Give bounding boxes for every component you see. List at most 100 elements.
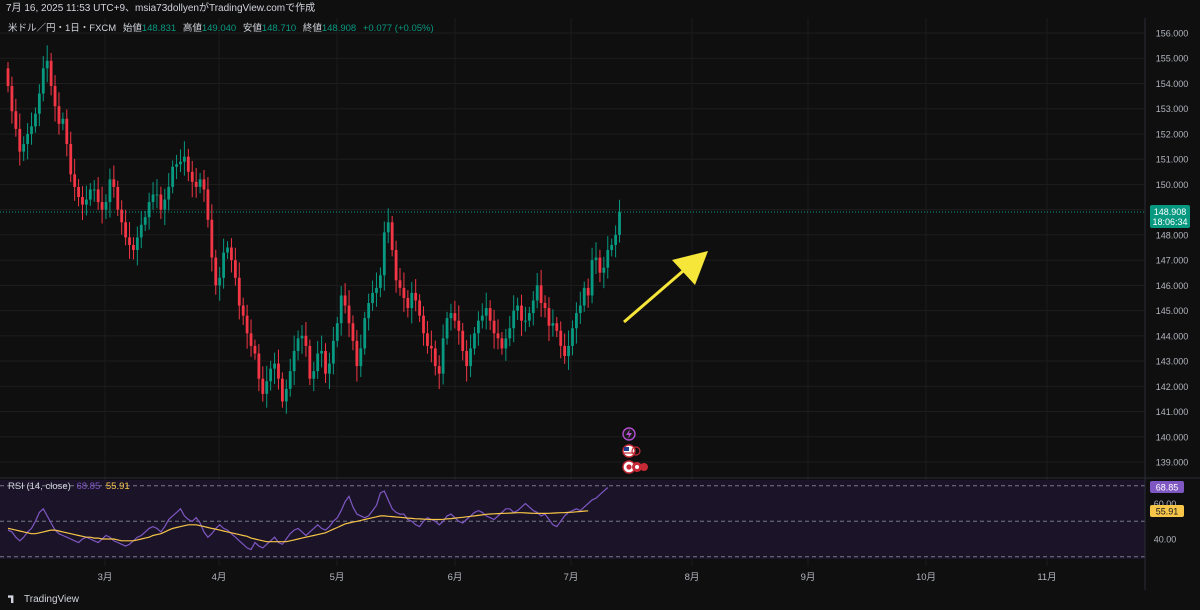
- candle-body[interactable]: [135, 237, 139, 251]
- candle-body[interactable]: [300, 335, 304, 339]
- candle-body[interactable]: [508, 328, 512, 339]
- candle-body[interactable]: [214, 257, 218, 286]
- candle-body[interactable]: [445, 318, 449, 339]
- candle-body[interactable]: [100, 202, 104, 210]
- candle-body[interactable]: [406, 297, 410, 309]
- candle-body[interactable]: [331, 340, 335, 364]
- candle-body[interactable]: [277, 363, 280, 379]
- candle-body[interactable]: [237, 277, 241, 306]
- candle-body[interactable]: [159, 194, 163, 210]
- candle-body[interactable]: [120, 209, 124, 223]
- candle-body[interactable]: [535, 285, 539, 301]
- candle-body[interactable]: [390, 222, 394, 251]
- candle-body[interactable]: [441, 338, 445, 374]
- candle-body[interactable]: [6, 68, 10, 86]
- candle-body[interactable]: [65, 118, 69, 145]
- candle-body[interactable]: [194, 181, 198, 187]
- candle-body[interactable]: [398, 280, 402, 288]
- candle-body[interactable]: [304, 335, 308, 346]
- candle-body[interactable]: [92, 189, 96, 191]
- candle-body[interactable]: [147, 202, 151, 218]
- candle-body[interactable]: [453, 313, 457, 321]
- candle-body[interactable]: [96, 189, 100, 203]
- candle-body[interactable]: [575, 313, 578, 329]
- candle-body[interactable]: [457, 320, 461, 331]
- candle-body[interactable]: [433, 348, 437, 367]
- candle-body[interactable]: [202, 179, 206, 190]
- candle-body[interactable]: [18, 128, 22, 152]
- candle-body[interactable]: [49, 60, 53, 86]
- candle-body[interactable]: [594, 257, 598, 261]
- candles[interactable]: [6, 45, 621, 414]
- candle-body[interactable]: [543, 303, 547, 309]
- candle-body[interactable]: [269, 368, 273, 382]
- candle-body[interactable]: [171, 166, 175, 187]
- candle-body[interactable]: [563, 345, 567, 357]
- candle-body[interactable]: [465, 350, 469, 367]
- us-flag-icon[interactable]: [622, 444, 641, 458]
- candle-body[interactable]: [402, 287, 406, 298]
- candle-body[interactable]: [426, 333, 429, 346]
- candle-body[interactable]: [492, 320, 496, 334]
- candle-body[interactable]: [578, 305, 582, 314]
- candle-body[interactable]: [257, 353, 261, 379]
- candle-body[interactable]: [284, 388, 288, 402]
- candle-body[interactable]: [469, 348, 472, 367]
- candle-body[interactable]: [394, 250, 398, 281]
- candle-body[interactable]: [461, 330, 465, 351]
- tradingview-logo[interactable]: TradingView: [8, 594, 79, 605]
- candle-body[interactable]: [22, 144, 26, 152]
- candle-body[interactable]: [88, 189, 92, 200]
- candle-body[interactable]: [602, 267, 606, 273]
- candle-body[interactable]: [245, 315, 249, 334]
- candle-body[interactable]: [57, 106, 61, 124]
- candle-body[interactable]: [183, 156, 186, 162]
- candle-body[interactable]: [69, 144, 73, 175]
- candle-body[interactable]: [410, 292, 414, 309]
- candle-body[interactable]: [222, 252, 225, 278]
- candle-body[interactable]: [606, 250, 610, 268]
- candle-body[interactable]: [598, 257, 602, 273]
- candle-body[interactable]: [218, 277, 222, 286]
- candle-body[interactable]: [590, 260, 594, 296]
- candle-body[interactable]: [128, 237, 131, 245]
- candle-body[interactable]: [265, 381, 269, 394]
- candle-body[interactable]: [547, 308, 551, 326]
- candle-body[interactable]: [45, 60, 49, 69]
- rsi-ma-line[interactable]: [7, 510, 589, 543]
- arrow-drawing[interactable]: [623, 251, 708, 324]
- rsi-ma-tag[interactable]: 55.91: [1150, 505, 1184, 517]
- candle-body[interactable]: [371, 292, 374, 304]
- rsi-value-tag[interactable]: 68.85: [1150, 481, 1184, 493]
- candle-body[interactable]: [143, 217, 147, 225]
- candle-body[interactable]: [473, 333, 476, 349]
- candle-body[interactable]: [363, 318, 367, 349]
- candle-body[interactable]: [206, 189, 210, 220]
- candle-body[interactable]: [618, 212, 621, 235]
- candle-body[interactable]: [26, 133, 29, 145]
- candle-body[interactable]: [375, 287, 378, 293]
- candle-body[interactable]: [414, 292, 418, 301]
- price-scale[interactable]: 156.000 155.000 154.000 153.000 152.000 151.0…: [1154, 29, 1189, 545]
- event-markers[interactable]: [622, 427, 648, 474]
- candle-body[interactable]: [316, 353, 320, 372]
- last-price-tag[interactable]: 148.908 18:06:34: [1150, 205, 1190, 228]
- candle-body[interactable]: [504, 338, 508, 349]
- candle-body[interactable]: [104, 202, 108, 210]
- candle-body[interactable]: [253, 345, 257, 354]
- candle-body[interactable]: [382, 232, 386, 276]
- candle-body[interactable]: [61, 118, 65, 124]
- candle-body[interactable]: [343, 295, 347, 306]
- candle-body[interactable]: [175, 164, 178, 167]
- candle-body[interactable]: [539, 285, 543, 304]
- candle-body[interactable]: [308, 345, 312, 379]
- candle-body[interactable]: [429, 345, 433, 349]
- candle-body[interactable]: [484, 308, 488, 316]
- candle-body[interactable]: [512, 310, 516, 329]
- candle-body[interactable]: [586, 287, 590, 296]
- candle-body[interactable]: [124, 222, 127, 238]
- candle-body[interactable]: [261, 378, 265, 394]
- candle-body[interactable]: [496, 333, 500, 339]
- candle-body[interactable]: [132, 244, 135, 251]
- candle-body[interactable]: [437, 366, 441, 374]
